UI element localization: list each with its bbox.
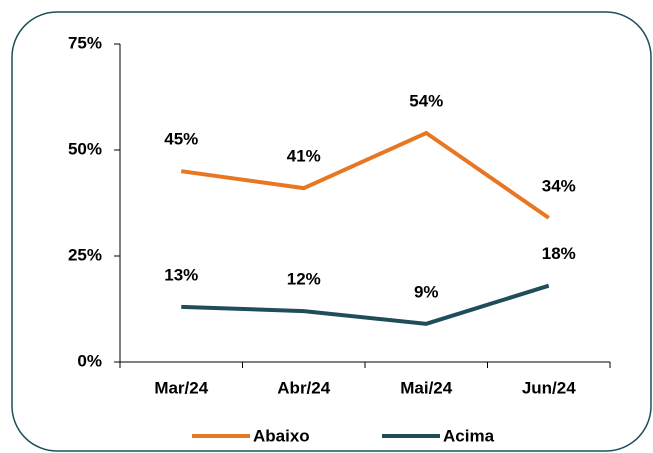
data-label: 9% xyxy=(414,282,439,301)
data-label: 13% xyxy=(164,265,198,284)
y-tick-label: 75% xyxy=(68,33,102,52)
y-tick-label: 50% xyxy=(68,139,102,158)
data-label: 34% xyxy=(542,176,576,195)
chart-frame xyxy=(11,11,652,452)
legend-label: Abaixo xyxy=(253,426,310,445)
data-label: 18% xyxy=(542,244,576,263)
y-tick-label: 0% xyxy=(77,351,102,370)
legend-label: Acima xyxy=(443,426,495,445)
x-tick-label: Abr/24 xyxy=(277,378,330,397)
series-line xyxy=(180,130,550,220)
data-label: 12% xyxy=(287,270,321,289)
x-tick-label: Jun/24 xyxy=(522,378,576,397)
y-tick-label: 25% xyxy=(68,245,102,264)
data-label: 45% xyxy=(164,130,198,149)
x-tick-label: Mar/24 xyxy=(154,378,208,397)
x-tick-label: Mai/24 xyxy=(400,378,453,397)
data-label: 41% xyxy=(287,147,321,166)
data-label: 54% xyxy=(409,92,443,111)
series-line xyxy=(181,283,550,326)
